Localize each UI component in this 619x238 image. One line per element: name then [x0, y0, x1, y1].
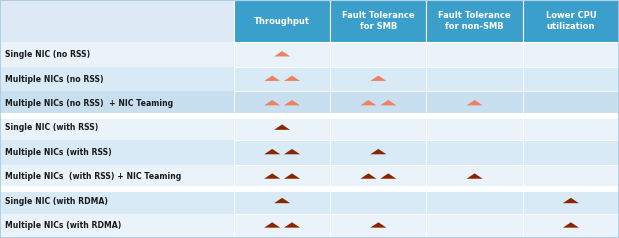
Polygon shape [264, 173, 280, 179]
Bar [522, 116, 619, 140]
Bar [234, 165, 331, 189]
Bar [522, 91, 619, 116]
Bar [331, 0, 426, 42]
Text: Multiple NICs (no RSS): Multiple NICs (no RSS) [5, 74, 103, 84]
Polygon shape [284, 173, 300, 179]
Polygon shape [380, 173, 396, 179]
Bar [331, 67, 426, 91]
Bar [331, 116, 426, 140]
Bar [426, 0, 522, 42]
Text: Multiple NICs (with RSS): Multiple NICs (with RSS) [5, 148, 111, 157]
Bar [331, 140, 426, 165]
Text: Multiple NICs  (with RSS) + NIC Teaming: Multiple NICs (with RSS) + NIC Teaming [5, 172, 181, 181]
Bar [0, 113, 619, 116]
Bar [426, 116, 522, 140]
Bar [426, 67, 522, 91]
Text: Single NIC (with RSS): Single NIC (with RSS) [5, 124, 98, 133]
Bar [522, 189, 619, 213]
Bar [234, 42, 331, 67]
Bar [234, 0, 331, 42]
Bar [234, 213, 331, 238]
Polygon shape [284, 75, 300, 81]
Bar [0, 140, 234, 165]
Polygon shape [360, 100, 376, 105]
Polygon shape [274, 124, 290, 130]
Polygon shape [467, 100, 483, 105]
Polygon shape [370, 222, 386, 228]
Polygon shape [380, 100, 396, 105]
Bar [234, 91, 331, 116]
Polygon shape [370, 149, 386, 154]
Polygon shape [264, 100, 280, 105]
Polygon shape [264, 149, 280, 154]
Bar [0, 189, 234, 213]
Bar [234, 116, 331, 140]
Bar [234, 140, 331, 165]
Text: Single NIC (with RDMA): Single NIC (with RDMA) [5, 197, 108, 206]
Bar [331, 42, 426, 67]
Bar [0, 42, 234, 67]
Bar [331, 91, 426, 116]
Polygon shape [563, 222, 579, 228]
Text: Single NIC (no RSS): Single NIC (no RSS) [5, 50, 90, 59]
Polygon shape [563, 198, 579, 203]
Bar [234, 189, 331, 213]
Text: Throughput: Throughput [254, 17, 310, 26]
Text: Lower CPU
utilization: Lower CPU utilization [545, 11, 596, 31]
Bar [522, 67, 619, 91]
Bar [0, 91, 234, 116]
Polygon shape [360, 173, 376, 179]
Bar [0, 67, 234, 91]
Polygon shape [284, 100, 300, 105]
Text: Multiple NICs (no RSS)  + NIC Teaming: Multiple NICs (no RSS) + NIC Teaming [5, 99, 173, 108]
Bar [234, 67, 331, 91]
Bar [331, 213, 426, 238]
Bar [426, 91, 522, 116]
Bar [426, 213, 522, 238]
Polygon shape [467, 173, 483, 179]
Bar [331, 189, 426, 213]
Polygon shape [264, 75, 280, 81]
Bar [522, 213, 619, 238]
Bar [426, 189, 522, 213]
Polygon shape [284, 149, 300, 154]
Polygon shape [370, 75, 386, 81]
Polygon shape [284, 222, 300, 228]
Bar [331, 165, 426, 189]
Bar [522, 165, 619, 189]
Bar [0, 186, 619, 189]
Text: Fault Tolerance
for non-SMB: Fault Tolerance for non-SMB [438, 11, 511, 31]
Bar [0, 213, 234, 238]
Bar [426, 42, 522, 67]
Text: Multiple NICs (with RDMA): Multiple NICs (with RDMA) [5, 221, 121, 230]
Polygon shape [264, 222, 280, 228]
Bar [522, 140, 619, 165]
Bar [426, 140, 522, 165]
Bar [522, 42, 619, 67]
Polygon shape [274, 51, 290, 56]
Bar [0, 116, 234, 140]
Bar [0, 0, 234, 42]
Bar [0, 165, 234, 189]
Text: Fault Tolerance
for SMB: Fault Tolerance for SMB [342, 11, 415, 31]
Bar [426, 165, 522, 189]
Polygon shape [274, 198, 290, 203]
Bar [522, 0, 619, 42]
